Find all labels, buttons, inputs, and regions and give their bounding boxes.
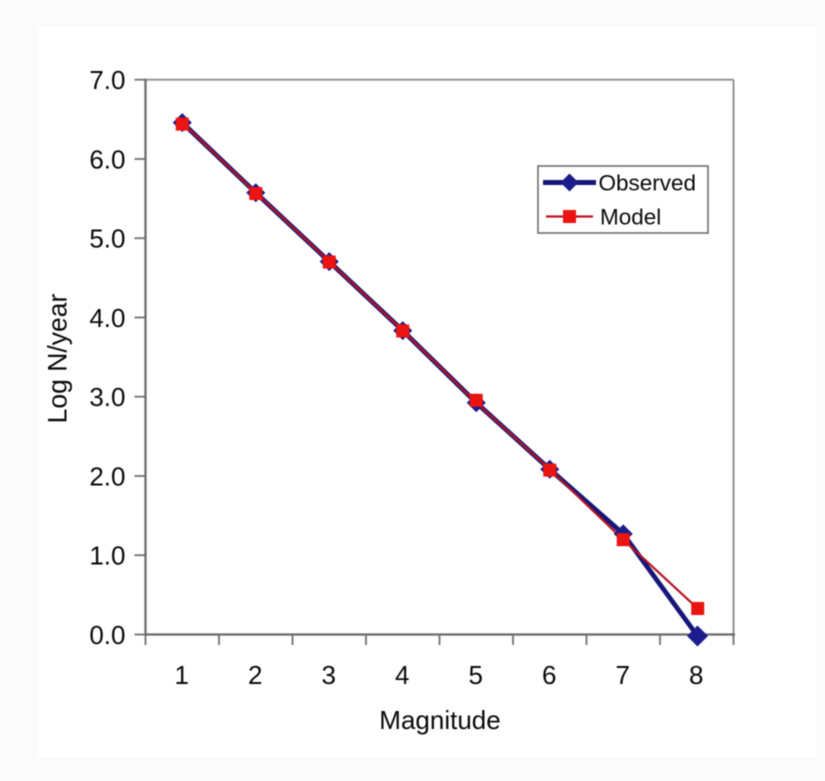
svg-text:Model: Model <box>600 205 661 230</box>
svg-text:2: 2 <box>248 660 262 690</box>
svg-text:7: 7 <box>616 660 630 690</box>
svg-text:3: 3 <box>322 660 336 690</box>
svg-text:6: 6 <box>542 660 556 690</box>
svg-text:Observed: Observed <box>599 171 697 196</box>
svg-text:7.0: 7.0 <box>89 65 125 95</box>
svg-text:2.0: 2.0 <box>89 461 125 491</box>
svg-text:5: 5 <box>469 660 483 690</box>
svg-text:4: 4 <box>395 660 409 690</box>
svg-text:8: 8 <box>689 660 703 690</box>
svg-text:1.0: 1.0 <box>89 541 125 571</box>
svg-text:1: 1 <box>175 660 189 690</box>
svg-text:6.0: 6.0 <box>89 144 125 174</box>
svg-text:3.0: 3.0 <box>89 382 125 412</box>
svg-text:0.0: 0.0 <box>89 620 125 650</box>
svg-text:4.0: 4.0 <box>89 303 125 333</box>
svg-text:Log N/year: Log N/year <box>43 294 73 424</box>
svg-text:5.0: 5.0 <box>89 224 125 254</box>
svg-text:Magnitude: Magnitude <box>379 705 500 735</box>
